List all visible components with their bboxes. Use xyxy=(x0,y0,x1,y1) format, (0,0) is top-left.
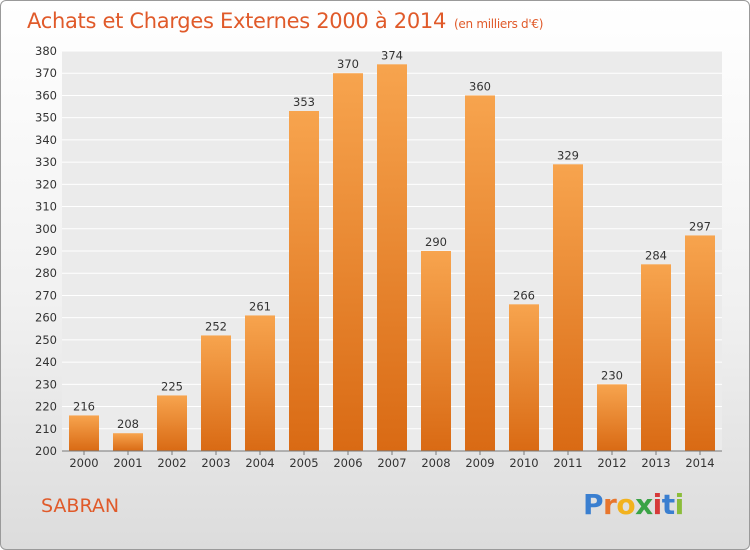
y-tick-label: 270 xyxy=(35,288,57,302)
logo-letter: x xyxy=(635,488,653,521)
y-tick-label: 360 xyxy=(35,88,57,102)
bar-value-label: 284 xyxy=(645,248,667,262)
x-tick-label: 2000 xyxy=(69,456,98,470)
logo-letter: i xyxy=(674,488,685,521)
y-tick-label: 280 xyxy=(35,266,57,280)
x-tick-label: 2010 xyxy=(509,456,538,470)
x-tick-label: 2014 xyxy=(685,456,714,470)
y-tick-label: 250 xyxy=(35,333,57,347)
bar-2014 xyxy=(685,235,715,451)
y-tick-label: 310 xyxy=(35,200,57,214)
x-tick-label: 2001 xyxy=(113,456,142,470)
y-tick-label: 290 xyxy=(35,244,57,258)
bar-2006 xyxy=(333,73,363,451)
bar-value-label: 329 xyxy=(557,148,579,162)
bar-value-label: 216 xyxy=(73,399,95,413)
y-tick-label: 350 xyxy=(35,111,57,125)
bar-2008 xyxy=(421,251,451,451)
bar-2012 xyxy=(597,384,627,451)
x-tick-label: 2003 xyxy=(201,456,230,470)
y-tick-label: 340 xyxy=(35,133,57,147)
bar-value-label: 252 xyxy=(205,319,227,333)
y-tick-label: 370 xyxy=(35,66,57,80)
bar-value-label: 225 xyxy=(161,379,183,393)
bar-2002 xyxy=(157,395,187,451)
logo-letter: r xyxy=(603,488,617,521)
commune-name: SABRAN xyxy=(41,495,120,517)
bar-2005 xyxy=(289,111,319,451)
y-tick-label: 330 xyxy=(35,155,57,169)
bar-2004 xyxy=(245,315,275,451)
bar-2013 xyxy=(641,264,671,451)
bar-2003 xyxy=(201,335,231,451)
bar-value-label: 230 xyxy=(601,368,623,382)
y-tick-label: 320 xyxy=(35,177,57,191)
x-tick-label: 2005 xyxy=(289,456,318,470)
chart-title: Achats et Charges Externes 2000 à 2014 (e… xyxy=(27,9,543,33)
x-tick-label: 2011 xyxy=(553,456,582,470)
chart-title-text: Achats et Charges Externes 2000 à 2014 xyxy=(27,9,447,33)
x-tick-label: 2009 xyxy=(465,456,494,470)
y-tick-label: 220 xyxy=(35,400,57,414)
bar-value-label: 374 xyxy=(381,48,403,62)
logo-letter: i xyxy=(652,488,663,521)
x-tick-label: 2012 xyxy=(597,456,626,470)
x-tick-label: 2004 xyxy=(245,456,274,470)
y-tick-label: 240 xyxy=(35,355,57,369)
x-axis-ticks: 2000 2001 2002 2003 2004 2005 2006 2007 2008 2009… xyxy=(69,451,715,470)
bar-value-label: 290 xyxy=(425,235,447,249)
chart-subtitle: (en milliers d'€) xyxy=(454,17,544,31)
logo-letter: t xyxy=(661,488,675,521)
bars: 216 208 225 252 261 353 370 374 290 360 266 329 230 2… xyxy=(69,48,715,452)
bar-2011 xyxy=(553,164,583,452)
bar-value-label: 360 xyxy=(469,79,491,93)
bar-value-label: 297 xyxy=(689,219,711,233)
bar-2007 xyxy=(377,64,407,452)
logo-letter: o xyxy=(616,488,636,521)
y-tick-label: 380 xyxy=(35,44,57,58)
bar-value-label: 370 xyxy=(337,57,359,71)
bar-2000 xyxy=(69,415,99,451)
bar-2009 xyxy=(465,95,495,451)
bar-value-label: 266 xyxy=(513,288,535,302)
x-tick-label: 2007 xyxy=(377,456,406,470)
logo-letter: P xyxy=(583,488,604,521)
bar-2010 xyxy=(509,304,539,451)
bar-2001 xyxy=(113,433,143,451)
y-axis-ticks: 200 210 220 230 240 250 260 270 280 290 300 310 320 3… xyxy=(35,44,57,458)
y-tick-label: 300 xyxy=(35,222,57,236)
bar-value-label: 208 xyxy=(117,417,139,431)
y-tick-label: 230 xyxy=(35,377,57,391)
x-tick-label: 2006 xyxy=(333,456,362,470)
x-tick-label: 2013 xyxy=(641,456,670,470)
proxiti-logo: Proxiti xyxy=(583,488,684,521)
y-tick-label: 260 xyxy=(35,311,57,325)
y-tick-label: 200 xyxy=(35,444,57,458)
bar-value-label: 261 xyxy=(249,299,271,313)
bar-value-label: 353 xyxy=(293,95,315,109)
y-tick-label: 210 xyxy=(35,422,57,436)
x-tick-label: 2002 xyxy=(157,456,186,470)
x-tick-label: 2008 xyxy=(421,456,450,470)
